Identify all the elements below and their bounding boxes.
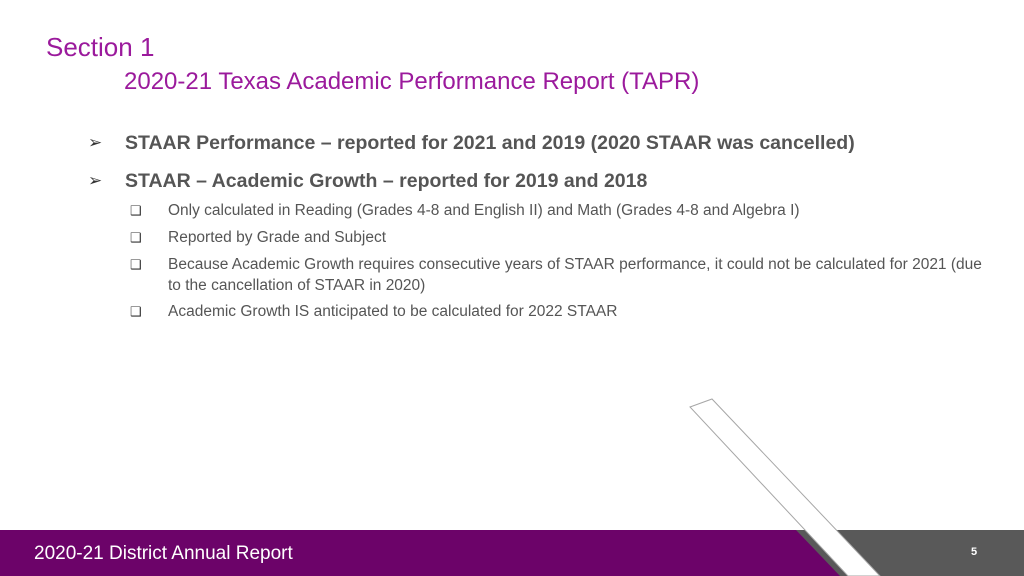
sub-bullet-item: ❑ Because Academic Growth requires conse… xyxy=(130,254,1000,296)
sub-bullet-item: ❑ Academic Growth IS anticipated to be c… xyxy=(130,301,1000,322)
sub-bullet-item: ❑ Reported by Grade and Subject xyxy=(130,227,1000,248)
checkbox-bullet-icon: ❑ xyxy=(130,230,142,245)
bullet-text: STAAR – Academic Growth – reported for 2… xyxy=(125,170,648,192)
sub-bullet-text: Academic Growth IS anticipated to be cal… xyxy=(168,303,618,320)
sub-bullet-text: Because Academic Growth requires consecu… xyxy=(168,256,982,294)
checkbox-bullet-icon: ❑ xyxy=(130,304,142,319)
slide-subtitle: 2020-21 Texas Academic Performance Repor… xyxy=(124,68,700,95)
bullet-item: ➢ STAAR – Academic Growth – reported for… xyxy=(88,169,647,193)
checkbox-bullet-icon: ❑ xyxy=(130,257,142,272)
bullet-text: STAAR Performance – reported for 2021 an… xyxy=(125,132,855,154)
section-title: Section 1 xyxy=(46,32,155,62)
sub-bullet-item: ❑ Only calculated in Reading (Grades 4-8… xyxy=(130,200,1000,221)
arrow-bullet-icon: ➢ xyxy=(88,133,103,152)
arrow-bullet-icon: ➢ xyxy=(88,171,103,190)
footer-title: 2020-21 District Annual Report xyxy=(34,543,293,564)
sub-bullet-text: Only calculated in Reading (Grades 4-8 a… xyxy=(168,202,800,219)
bullet-item: ➢ STAAR Performance – reported for 2021 … xyxy=(88,131,855,155)
sub-bullet-text: Reported by Grade and Subject xyxy=(168,229,386,246)
page-number: 5 xyxy=(971,546,978,558)
checkbox-bullet-icon: ❑ xyxy=(130,203,142,218)
